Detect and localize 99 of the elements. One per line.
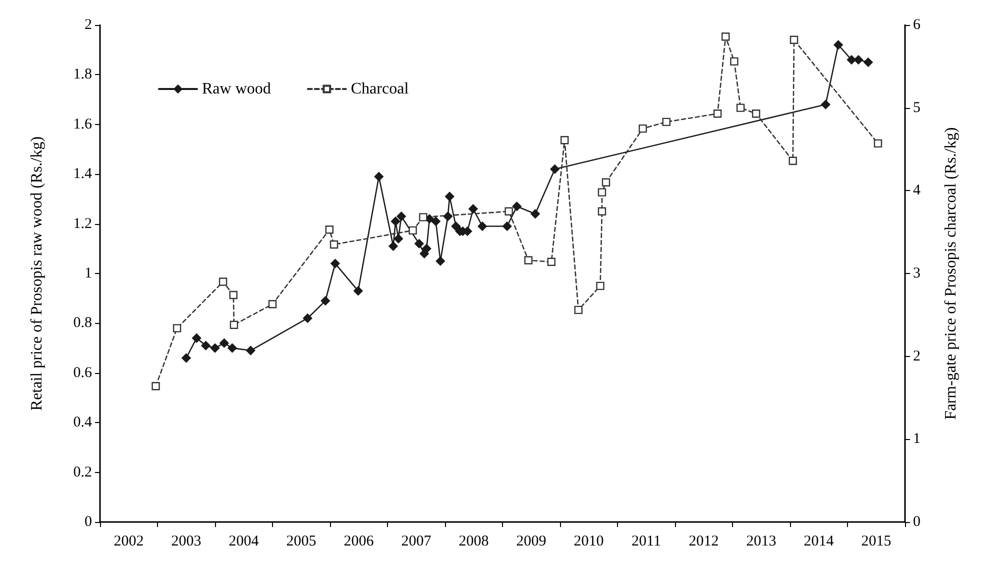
y2-tick-label: 3 — [913, 266, 920, 282]
point — [228, 343, 237, 353]
y-tick-label: 1.8 — [73, 66, 92, 83]
y-tick-label: 0.2 — [73, 464, 92, 480]
point — [229, 290, 238, 300]
point — [210, 343, 220, 353]
x-tick-label: 2014 — [804, 534, 834, 550]
point — [512, 202, 522, 212]
y2-tick-label: 0 — [913, 514, 920, 530]
y-tick-label: 0.4 — [73, 414, 92, 431]
point — [560, 136, 569, 144]
point — [436, 256, 445, 266]
x-tick-label: 2002 — [114, 534, 144, 550]
x-tick-label: 2015 — [861, 534, 892, 550]
point — [325, 226, 334, 234]
point — [172, 324, 182, 332]
point — [419, 213, 428, 222]
point — [602, 178, 610, 186]
y-tick-label: 1.2 — [73, 216, 92, 232]
point — [730, 57, 738, 66]
y-tick-label: 1 — [84, 266, 92, 282]
point — [218, 278, 228, 286]
point — [790, 36, 798, 44]
legend-label: Raw wood — [202, 80, 271, 98]
x-tick-label: 2006 — [344, 534, 374, 550]
y-tick-label: 0.6 — [73, 364, 92, 381]
y2-tick-label: 6 — [913, 17, 921, 33]
point — [408, 226, 417, 235]
point — [354, 286, 363, 296]
x-tick-label: 2009 — [516, 534, 546, 550]
y-axis-title: Retail price of Prosopis raw wood (Rs./kg) — [28, 136, 46, 411]
x-tick-label: 2011 — [632, 534, 661, 550]
point — [598, 207, 606, 216]
x-tick-label: 2003 — [171, 534, 202, 550]
point — [268, 300, 277, 308]
y2-axis-title: Farm-gate price of Prosopis charcoal (Rs./kg) — [942, 127, 960, 420]
y2-tick-label: 4 — [913, 182, 921, 199]
x-tick-label: 2012 — [688, 534, 719, 550]
point — [374, 172, 384, 182]
point — [192, 334, 202, 343]
point — [478, 222, 487, 231]
point — [388, 242, 398, 251]
point — [504, 207, 513, 216]
point — [152, 382, 160, 390]
y-tick-label: 1.4 — [73, 166, 92, 182]
point — [722, 32, 730, 41]
point — [821, 100, 830, 110]
point — [390, 216, 400, 226]
x-tick-label: 2013 — [746, 534, 776, 550]
point — [638, 124, 647, 133]
point — [182, 353, 191, 363]
point — [422, 244, 432, 254]
y2-tick-label: 5 — [913, 100, 920, 116]
y-tick-label: 0.8 — [73, 315, 92, 332]
point — [598, 188, 606, 196]
point — [736, 104, 745, 112]
point — [834, 40, 843, 50]
x-tick-label: 2008 — [458, 534, 489, 550]
y-tick-label: 1.6 — [73, 116, 92, 132]
point — [445, 192, 454, 202]
point — [502, 222, 512, 231]
point — [788, 156, 797, 165]
point — [854, 55, 864, 64]
point — [443, 212, 452, 221]
point — [302, 314, 312, 323]
point — [864, 58, 873, 67]
point — [451, 222, 461, 231]
point — [524, 256, 532, 264]
point — [662, 118, 670, 126]
y-tick-label: 2 — [84, 17, 92, 33]
point — [431, 216, 440, 226]
point — [550, 164, 560, 174]
point — [320, 296, 330, 306]
point — [246, 346, 256, 356]
y2-tick-label: 1 — [913, 431, 920, 448]
x-tick-label: 2010 — [574, 534, 604, 550]
point — [846, 55, 856, 64]
point — [220, 338, 229, 348]
point — [394, 234, 404, 244]
point — [468, 204, 478, 214]
x-tick-label: 2005 — [286, 534, 316, 550]
point — [201, 340, 210, 350]
point — [574, 306, 582, 314]
legend-label: Charcoal — [350, 80, 410, 98]
y2-tick-label: 2 — [913, 348, 920, 364]
x-tick-label: 2007 — [401, 534, 432, 550]
x-tick-label: 2004 — [228, 534, 260, 550]
point — [752, 110, 760, 118]
point — [414, 239, 424, 248]
point — [330, 258, 340, 268]
point — [596, 282, 604, 290]
point — [547, 258, 556, 266]
point — [874, 139, 882, 148]
point — [713, 110, 722, 118]
point — [230, 320, 238, 329]
point — [530, 209, 540, 218]
point — [396, 212, 406, 221]
y-tick-label: 0 — [84, 514, 92, 530]
point — [330, 240, 338, 249]
